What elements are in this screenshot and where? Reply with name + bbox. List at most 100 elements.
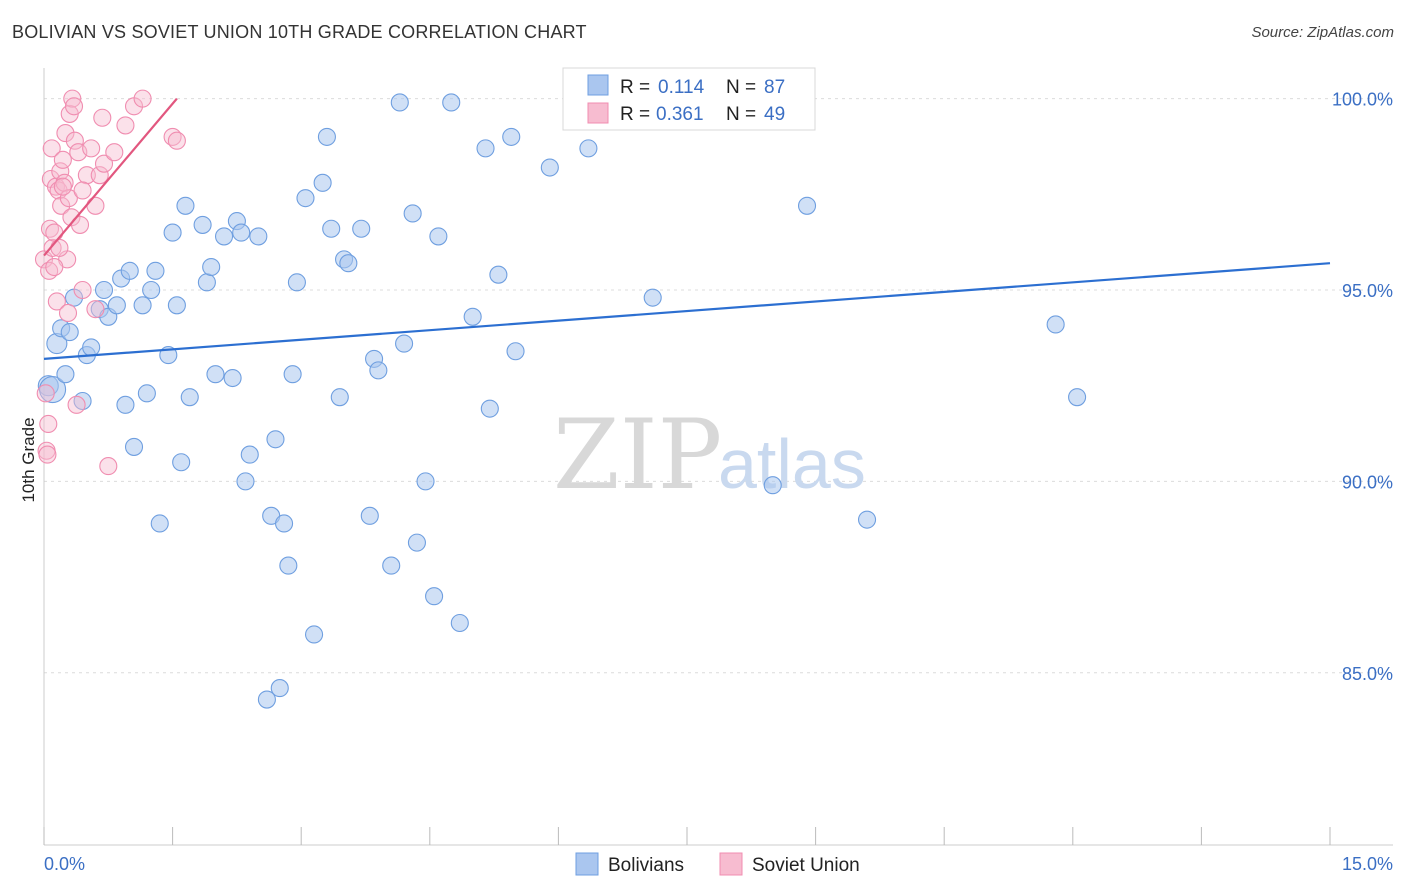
bolivians-point-26 [172,453,191,472]
y-tick-label-3: 85.0% [1342,664,1393,684]
stat-legend: R = 0.114 N = 87 R = 0.361 N = 49 [562,67,816,131]
soviet-union-point-46 [45,257,64,277]
legend-swatch-soviet-union [587,102,609,124]
soviet-union-point-26 [67,395,86,414]
bolivians-point-34 [223,368,242,388]
bolivians-point-11 [94,280,114,300]
bolivians-point-5 [60,323,79,342]
bolivians-point-19 [137,384,156,403]
bottom-legend-swatch-bolivians [575,852,599,876]
bolivians-point-50 [313,173,332,192]
series-soviet-union-points [34,89,186,476]
y-tick-label-1: 95.0% [1342,281,1393,301]
bolivians-point-39 [249,227,268,246]
y-tick-label-0: 100.0% [1332,90,1393,110]
x-tick-label-min: 0.0% [44,854,85,874]
bolivians-point-62 [395,334,414,353]
soviet-union-point-35 [99,457,118,476]
soviet-union-point-3 [38,445,57,464]
bolivians-point-38 [240,445,259,464]
bolivians-point-75 [506,342,525,361]
bolivians-point-49 [305,625,324,644]
soviet-union-point-34 [94,154,114,173]
bolivians-point-17 [124,437,144,456]
bolivians-point-69 [450,613,469,633]
watermark-zip: ZIP [553,399,722,511]
series-bolivians-points [37,89,1087,709]
bolivians-point-82 [763,476,782,495]
bolivians-point-84 [857,510,877,529]
soviet-union-point-25 [65,131,84,150]
y-tick-label-2: 90.0% [1342,472,1393,492]
y-tick-labels: 100.0% 95.0% 90.0% 85.0% [1332,90,1393,684]
soviet-union-point-43 [53,177,72,196]
soviet-union-point-36 [105,143,124,162]
bolivians-point-86 [1068,388,1087,407]
bolivians-point-56 [352,219,371,238]
bottom-legend-label-soviet-union: Soviet Union [752,855,860,876]
soviet-union-point-37 [116,116,135,135]
soviet-union-point-1 [36,384,55,403]
bolivians-point-42 [266,430,285,449]
soviet-union-point-44 [50,238,69,257]
bolivians-point-25 [167,296,186,315]
bolivians-point-64 [407,533,426,552]
watermark: ZIP atlas [553,399,866,511]
bolivians-point-15 [116,395,135,414]
bolivians-point-74 [502,127,521,146]
bolivians-point-21 [146,261,165,280]
soviet-union-point-4 [39,414,58,434]
bolivians-point-76 [540,158,559,177]
soviet-union-point-32 [86,300,105,319]
bolivians-point-32 [206,365,225,384]
soviet-union-point-28 [70,215,90,234]
soviet-union-point-31 [82,139,101,158]
bolivians-point-78 [579,139,598,158]
bolivians-point-30 [197,273,216,292]
bolivians-point-27 [176,196,195,215]
bolivians-point-33 [214,227,234,246]
legend-n-label-bolivians: N = [726,77,756,98]
bolivians-trend-line [43,262,1331,360]
soviet-union-point-20 [59,189,78,208]
bolivians-point-70 [463,307,482,326]
soviet-union-point-47 [73,181,92,200]
bolivians-point-63 [403,204,422,223]
legend-r-value-soviet-union: 0.361 [656,104,704,125]
soviet-union-point-10 [45,223,64,242]
soviet-union-point-23 [63,89,82,108]
bolivians-point-1 [39,375,67,404]
bolivians-point-13 [107,296,126,315]
soviet-union-point-41 [167,131,186,150]
soviet-union-point-48 [93,108,112,127]
bottom-legend-label-bolivians: Bolivians [608,855,684,876]
bolivians-point-48 [296,189,315,208]
bolivians-point-18 [133,296,152,315]
bolivians-point-60 [382,556,401,575]
soviet-union-point-45 [58,303,78,323]
soviet-union-point-24 [64,97,84,116]
legend-swatch-bolivians [587,74,609,96]
bolivians-point-61 [390,93,409,112]
y-axis-label: 10th Grade [19,417,38,502]
legend-r-label-bolivians: R = [620,77,650,98]
soviet-union-point-42 [86,196,105,215]
bolivians-point-47 [287,273,306,292]
bolivians-point-4 [56,365,75,384]
bolivians-point-43 [270,679,289,698]
bolivians-point-44 [275,514,294,533]
bolivians-point-40 [257,690,276,709]
bolivians-point-79 [643,288,662,307]
bolivians-point-73 [489,265,508,284]
legend-n-value-soviet-union: 49 [764,104,785,125]
chart-title: BOLIVIAN VS SOVIET UNION 10TH GRADE CORR… [12,22,587,42]
chart-source: Source: ZipAtlas.com [1251,24,1394,41]
soviet-union-point-8 [42,139,61,158]
bolivians-point-68 [442,93,461,112]
bolivians-point-67 [429,227,448,246]
bolivians-point-83 [797,196,817,215]
bolivians-point-31 [202,257,221,277]
soviet-union-point-18 [56,124,75,143]
soviet-union-point-14 [51,162,70,181]
